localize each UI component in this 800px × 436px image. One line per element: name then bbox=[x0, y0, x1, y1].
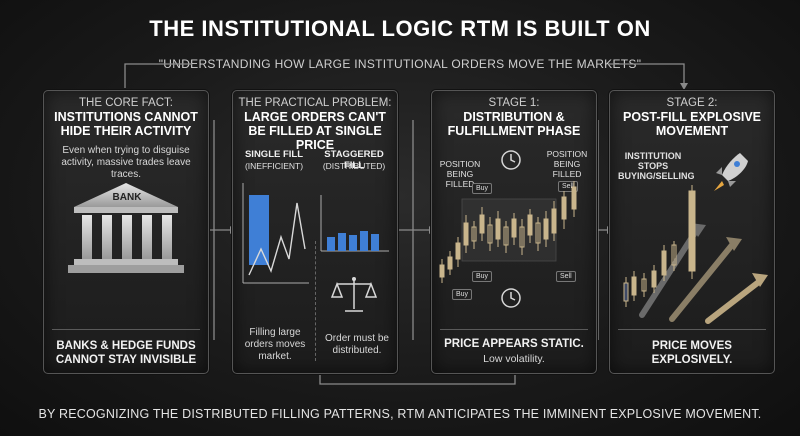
panel-bottom-text: PRICE MOVES EXPLOSIVELY. bbox=[651, 340, 733, 366]
panel-label: STAGE 2: bbox=[666, 97, 718, 109]
right-caption: Order must be distributed. bbox=[325, 333, 389, 356]
panel-label: THE PRACTICAL PROBLEM: bbox=[238, 97, 392, 109]
panel-heading: LARGE ORDERS CAN'T BE FILLED AT SINGLE P… bbox=[244, 110, 386, 152]
position-note-left: POSITION BEING FILLED bbox=[439, 159, 481, 189]
panel-label: STAGE 1: bbox=[488, 97, 540, 109]
sell-tag: Sell bbox=[556, 271, 576, 282]
single-fill-title: SINGLE FILL bbox=[244, 149, 304, 160]
divider bbox=[440, 329, 588, 330]
bank-icon bbox=[68, 183, 184, 273]
panel-heading: INSTITUTIONS CANNOT HIDE THEIR ACTIVITY bbox=[54, 110, 198, 138]
panel-note: Even when trying to disguise activity, m… bbox=[61, 145, 191, 180]
divider bbox=[315, 241, 317, 361]
clock-icon bbox=[501, 150, 521, 170]
page-subtitle: "UNDERSTANDING HOW LARGE INSTITUTIONAL O… bbox=[158, 57, 642, 71]
left-caption: Filling large orders moves market. bbox=[244, 327, 306, 362]
rocket-icon bbox=[714, 153, 748, 191]
explosive-move-chart bbox=[623, 185, 768, 324]
footer-text: BY RECOGNIZING THE DISTRIBUTED FILLING P… bbox=[38, 407, 762, 421]
scale-icon bbox=[331, 277, 377, 312]
bank-label: BANK bbox=[112, 192, 142, 203]
staggered-fill-title: STAGGERED FILL bbox=[324, 149, 384, 171]
panel-bottom-sub: Low volatility. bbox=[483, 353, 545, 365]
page-title: THE INSTITUTIONAL LOGIC RTM IS BUILT ON bbox=[149, 16, 651, 41]
divider bbox=[52, 329, 200, 330]
panel-practical-problem: THE PRACTICAL PROBLEM: LARGE ORDERS CAN'… bbox=[232, 90, 398, 374]
single-fill-sub: (INEFFICIENT) bbox=[244, 161, 304, 171]
panel-stage-2: STAGE 2: POST-FILL EXPLOSIVE MOVEMENT IN… bbox=[609, 90, 775, 374]
buy-tag: Buy bbox=[452, 289, 473, 300]
panel-core-fact: THE CORE FACT: INSTITUTIONS CANNOT HIDE … bbox=[43, 90, 209, 374]
panel-heading: DISTRIBUTION & FULFILLMENT PHASE bbox=[447, 110, 581, 138]
candlestick-chart bbox=[439, 181, 577, 283]
sell-tag: Sell bbox=[558, 181, 578, 192]
panel-bottom-text: BANKS & HEDGE FUNDS CANNOT STAY INVISIBL… bbox=[55, 340, 197, 366]
clock-icon bbox=[501, 288, 521, 308]
staggered-fill-sub: (DISTRIBUTED) bbox=[322, 161, 386, 171]
divider bbox=[618, 329, 766, 330]
panel-heading: POST-FILL EXPLOSIVE MOVEMENT bbox=[623, 110, 761, 138]
single-fill-chart bbox=[242, 183, 309, 284]
panel-bottom-text: PRICE APPEARS STATIC. bbox=[444, 338, 584, 350]
buy-tag: Buy bbox=[472, 271, 493, 282]
panel-label: THE CORE FACT: bbox=[79, 97, 173, 109]
panel-stage-1: STAGE 1: DISTRIBUTION & FULFILLMENT PHAS… bbox=[431, 90, 597, 374]
staggered-fill-chart bbox=[320, 195, 389, 252]
position-note-right: POSITION BEING FILLED bbox=[546, 149, 588, 179]
panel-note: INSTITUTION STOPS BUYING/SELLING bbox=[618, 151, 695, 181]
buy-tag: Buy bbox=[472, 183, 493, 194]
